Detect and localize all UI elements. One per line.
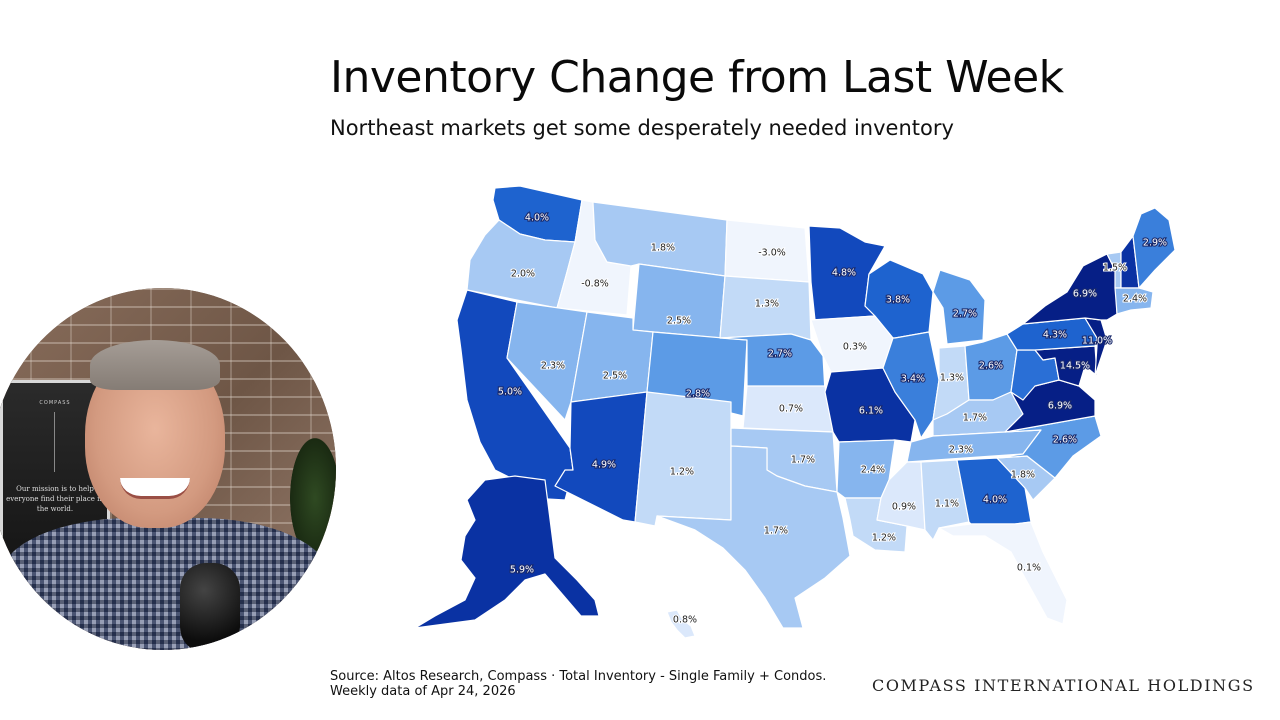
state-label-az: 4.9%	[592, 460, 616, 471]
state-label-wy: 2.5%	[667, 316, 691, 327]
state-label-ny: 6.9%	[1073, 289, 1097, 300]
state-wy	[632, 263, 726, 339]
state-label-nm: 1.2%	[670, 467, 694, 478]
state-label-mo: 6.1%	[859, 406, 883, 417]
state-label-ca: 5.0%	[498, 387, 522, 398]
state-label-co: 2.8%	[686, 389, 710, 400]
state-label-nc: 2.6%	[1053, 435, 1077, 446]
state-label-ky: 1.7%	[963, 413, 987, 424]
state-il	[882, 331, 940, 439]
state-hi	[666, 609, 696, 639]
state-shapes	[414, 185, 1176, 639]
map-svg: 4.0% 2.0% 5.0% -0.8% 2.3% 1.8% 2.5% 2.5% 4.9% 2.8…	[414, 185, 1176, 639]
state-md	[1034, 345, 1098, 387]
state-label-ma: 2.4%	[1123, 294, 1147, 305]
state-label-oh: 2.6%	[979, 361, 1003, 372]
state-label-mt: 1.8%	[651, 243, 675, 254]
state-label-mn: 4.8%	[832, 268, 856, 279]
state-me	[1132, 207, 1176, 289]
state-label-ks: 0.7%	[779, 404, 803, 415]
state-mi	[932, 269, 986, 345]
us-choropleth-map: 4.0% 2.0% 5.0% -0.8% 2.3% 1.8% 2.5% 2.5% 4.9% 2.8…	[395, 180, 1195, 650]
state-label-vt: 1.5%	[1103, 263, 1127, 274]
state-ak	[414, 475, 600, 629]
presenter-hair	[90, 340, 220, 390]
state-tx	[656, 445, 851, 629]
state-label-al: 1.1%	[935, 499, 959, 510]
state-nm	[634, 391, 732, 527]
page-title: Inventory Change from Last Week	[330, 52, 1064, 103]
state-label-il: 3.4%	[901, 374, 925, 385]
poster-brand: COMPASS	[39, 400, 71, 406]
state-label-nd: -3.0%	[758, 248, 786, 259]
state-label-tx: 1.7%	[764, 526, 788, 537]
state-label-la: 1.2%	[872, 533, 896, 544]
shirt-pattern	[0, 518, 330, 650]
presenter-webcam: COMPASS Our mission is to help everyone …	[0, 288, 336, 650]
state-nc	[996, 415, 1102, 479]
state-nv	[506, 301, 588, 421]
state-label-wi: 3.8%	[886, 295, 910, 306]
state-label-md: 14.5%	[1060, 361, 1090, 372]
state-label-ak: 5.9%	[510, 565, 534, 576]
page-subtitle: Northeast markets get some desperately n…	[330, 116, 954, 140]
state-label-ok: 1.7%	[791, 455, 815, 466]
brand-wordmark: COMPASS INTERNATIONAL HOLDINGS	[872, 676, 1255, 695]
state-label-sc: 1.8%	[1011, 470, 1035, 481]
source-note: Source: Altos Research, Compass · Total …	[330, 669, 826, 699]
state-label-nv: 2.3%	[541, 361, 565, 372]
poster-divider	[54, 412, 55, 472]
state-label-tn: 2.3%	[949, 445, 973, 456]
source-line-1: Source: Altos Research, Compass · Total …	[330, 669, 827, 684]
state-label-me: 2.9%	[1143, 238, 1167, 249]
state-label-ga: 4.0%	[983, 495, 1007, 506]
state-label-or: 2.0%	[511, 269, 535, 280]
state-label-ne: 2.7%	[768, 349, 792, 360]
state-label-mi: 2.7%	[953, 309, 977, 320]
state-ne	[719, 333, 826, 393]
poster-text: Our mission is to help everyone find the…	[6, 485, 104, 513]
microphone-icon	[180, 563, 240, 650]
state-label-ut: 2.5%	[603, 371, 627, 382]
state-label-nj: 11.0%	[1082, 336, 1112, 347]
state-label-pa: 4.3%	[1043, 330, 1067, 341]
state-label-ia: 0.3%	[843, 342, 867, 353]
state-label-id: -0.8%	[581, 279, 609, 290]
source-line-2: Weekly data of Apr 24, 2026	[330, 684, 516, 699]
state-fl	[938, 521, 1068, 625]
state-label-ar: 2.4%	[861, 465, 885, 476]
state-labels: 4.0% 2.0% 5.0% -0.8% 2.3% 1.8% 2.5% 2.5% 4.9% 2.8…	[497, 211, 1168, 626]
state-label-hi: 0.8%	[673, 615, 697, 626]
state-label-wa: 4.0%	[525, 213, 549, 224]
presenter-smile	[120, 478, 190, 499]
state-label-va: 6.9%	[1048, 401, 1072, 412]
state-label-ms: 0.9%	[892, 502, 916, 513]
state-label-sd: 1.3%	[755, 299, 779, 310]
state-label-in: 1.3%	[940, 373, 964, 384]
state-label-fl: 0.1%	[1017, 563, 1041, 574]
